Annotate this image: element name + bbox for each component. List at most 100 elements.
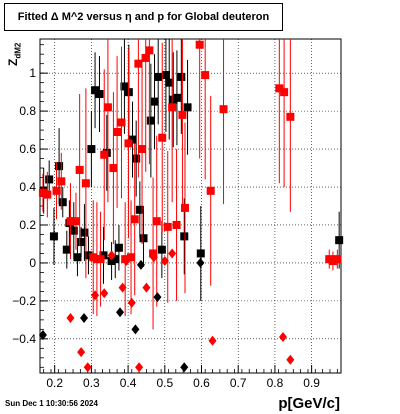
data-point-diamond [180, 362, 189, 373]
data-point-square [75, 165, 84, 174]
data-point-square [91, 86, 100, 95]
data-point-square [168, 103, 177, 112]
data-point-square [128, 135, 137, 144]
data-point-square [286, 112, 295, 121]
data-point-diamond [122, 256, 131, 267]
data-point-diamond [100, 288, 109, 299]
data-point-square [178, 110, 187, 119]
y-axis-label-main: Z [6, 58, 20, 66]
y-tick-label: 0 [29, 256, 36, 270]
x-tick-label: 0.5 [156, 376, 173, 390]
data-point-square [152, 217, 161, 226]
data-point-square [165, 78, 174, 87]
data-point-square [138, 145, 147, 154]
data-point-square [139, 234, 148, 243]
timestamp-footer: Sun Dec 1 10:30:56 2024 [5, 399, 98, 408]
data-point-square [206, 186, 215, 195]
data-point-square [84, 251, 93, 260]
data-point-square [77, 238, 86, 247]
data-point-square [62, 245, 71, 254]
data-point-square [134, 59, 143, 68]
y-tick-label: 0.2 [19, 218, 36, 232]
data-point-square [52, 186, 61, 195]
chart-title: Fitted Δ M^2 versus η and p for Global d… [4, 3, 283, 31]
data-point-diamond [208, 335, 217, 346]
data-point-square [157, 245, 166, 254]
data-point-square [114, 243, 123, 252]
data-point-square [43, 190, 52, 199]
data-point-square [150, 97, 159, 106]
data-point-square [335, 236, 344, 245]
data-point-diamond [80, 312, 89, 323]
data-point-diamond [131, 324, 140, 335]
data-point-diamond [135, 362, 144, 373]
x-tick-label: 0.4 [120, 376, 137, 390]
data-point-diamond [149, 252, 158, 263]
y-tick-label: 0.8 [19, 104, 36, 118]
data-point-square [158, 133, 167, 142]
x-tick-label: 0.9 [303, 376, 320, 390]
data-point-square [201, 71, 210, 80]
y-tick-label: −0.2 [12, 294, 36, 308]
y-tick-label: 0.4 [19, 180, 36, 194]
x-tick-label: 0.8 [267, 376, 284, 390]
data-point-square [100, 150, 109, 159]
plot-frame [39, 38, 342, 374]
data-point-diamond [286, 354, 295, 365]
data-point-diamond [107, 250, 116, 261]
data-point-square [219, 105, 228, 114]
data-point-square [127, 253, 136, 262]
data-point-square [154, 72, 163, 81]
data-point-diamond [77, 347, 86, 358]
data-point-square [132, 154, 141, 163]
data-point-square [130, 215, 139, 224]
data-point-square [109, 164, 118, 173]
data-point-square [275, 84, 284, 93]
data-point-square [196, 249, 205, 258]
data-point-square [180, 203, 189, 212]
data-point-square [333, 255, 342, 264]
data-point-square [73, 253, 82, 262]
data-point-square [328, 257, 337, 266]
data-point-square [161, 71, 170, 80]
data-point-diamond [83, 362, 92, 373]
data-point-diamond [136, 259, 145, 270]
x-tick-label: 0.6 [193, 376, 210, 390]
data-point-square [141, 53, 150, 62]
data-point-diamond [127, 297, 136, 308]
data-point-square [120, 82, 129, 91]
data-point-square [124, 139, 133, 148]
data-point-square [180, 232, 189, 241]
data-point-diamond [196, 257, 205, 268]
data-point-square [117, 118, 126, 127]
data-point-square [183, 103, 192, 112]
y-tick-label: 1 [29, 66, 36, 80]
data-point-diamond [160, 256, 169, 267]
data-point-diamond [91, 290, 100, 301]
data-point-square [96, 255, 105, 264]
data-point-square [49, 232, 58, 241]
data-point-square [71, 217, 80, 226]
data-point-diamond [116, 307, 125, 318]
chart-title-text: Fitted Δ M^2 versus η and p for Global d… [17, 11, 270, 23]
data-point-diamond [153, 292, 162, 303]
data-point-square [80, 228, 89, 237]
data-point-square [95, 90, 104, 99]
y-tick-label: 0.6 [19, 142, 36, 156]
data-point-diamond [279, 331, 288, 342]
data-point-square [66, 217, 75, 226]
data-point-square [163, 222, 172, 231]
y-axis-label: ZdM2 [6, 43, 22, 66]
data-point-diamond [66, 312, 75, 323]
data-point-square [145, 46, 154, 55]
data-point-square [113, 127, 122, 136]
data-point-square [135, 205, 144, 214]
x-axis-label: p[GeV/c] [278, 395, 340, 412]
x-tick-label: 0.7 [230, 376, 247, 390]
y-axis-label-sub: dM2 [13, 42, 23, 59]
data-point-square [45, 175, 54, 184]
y-tick-label: −0.4 [12, 332, 36, 346]
x-tick-label: 0.2 [46, 376, 63, 390]
data-point-square [38, 188, 47, 197]
